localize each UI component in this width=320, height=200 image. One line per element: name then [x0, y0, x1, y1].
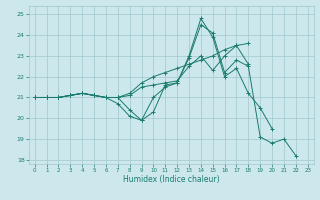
- X-axis label: Humidex (Indice chaleur): Humidex (Indice chaleur): [123, 175, 220, 184]
